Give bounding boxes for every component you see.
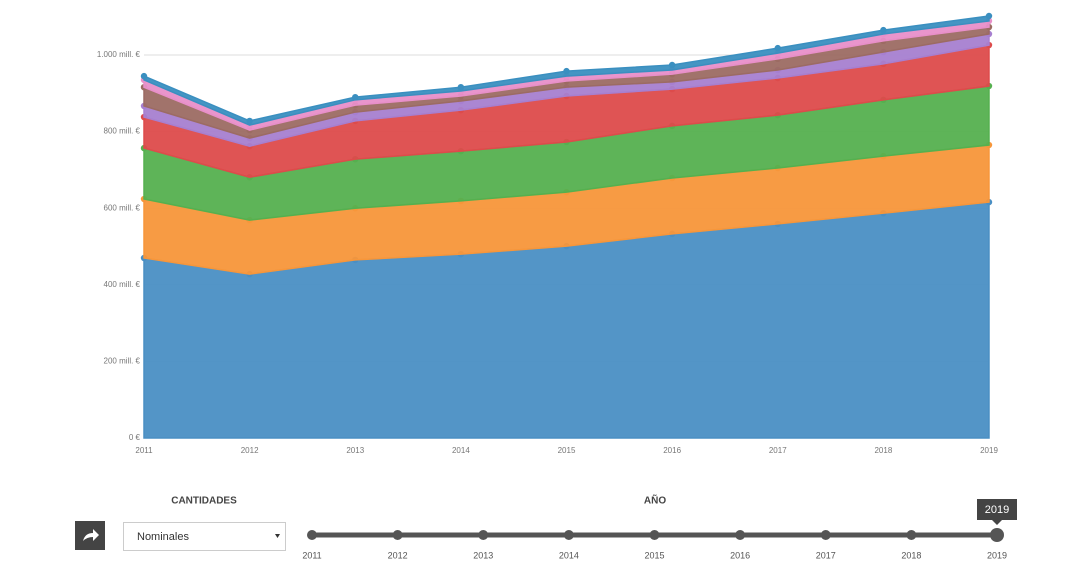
point: [880, 26, 887, 34]
point: [563, 67, 570, 75]
slider-year: 2013: [473, 550, 493, 560]
x-tick-label: 2015: [558, 446, 576, 455]
slider-year: 2011: [302, 550, 321, 560]
select-value: Nominales: [137, 531, 189, 543]
tooltip: [977, 499, 1017, 520]
x-tick-label: 2016: [663, 446, 681, 455]
point: [668, 61, 676, 69]
x-tick-label: 2019: [980, 446, 998, 455]
select-arrow: [275, 534, 280, 538]
y-tick-label: 0 €: [129, 433, 141, 442]
point: [457, 83, 465, 91]
slider-year: 2019: [987, 550, 1007, 560]
slider-year: 2015: [644, 550, 664, 560]
year-label: AÑO: [644, 494, 666, 507]
slider-year: 2018: [901, 550, 921, 560]
slider-year: 2014: [559, 550, 579, 560]
slider-stop[interactable]: [563, 530, 574, 540]
tooltip-arrow: [992, 520, 1002, 525]
quantities-select[interactable]: [123, 522, 286, 551]
point: [774, 44, 781, 52]
slider-stop[interactable]: [307, 530, 317, 540]
slider-year: 2012: [388, 550, 408, 560]
x-tick-label: 2012: [241, 446, 259, 455]
slider-year: 2016: [730, 550, 750, 560]
slider-stop[interactable]: [392, 530, 403, 540]
slider[interactable]: 2011 2012 2013 2014 2015 2016 2017 2018 2019: [302, 528, 1007, 560]
point: [985, 12, 993, 20]
point: [246, 117, 253, 125]
tooltip-text: 2019: [985, 504, 1009, 516]
x-tick-label: 2018: [874, 446, 892, 455]
y-tick-label: 600 mill. €: [104, 203, 141, 212]
x-tick-label: 2013: [346, 446, 364, 455]
x-tick-label: 2017: [769, 446, 787, 455]
plot: 0 € 200 mill. € 400 mill. € 600 mill. € 800 …: [97, 12, 998, 455]
share-icon: [83, 529, 99, 541]
y-tick-label: 1.000 mill. €: [97, 50, 141, 59]
y-tick-label: 800 mill. €: [104, 127, 141, 136]
y-tick-label: 400 mill. €: [104, 280, 141, 289]
x-tick-label: 2011: [135, 446, 153, 455]
point: [140, 72, 148, 80]
slider-year: 2017: [816, 550, 836, 560]
slider-stop[interactable]: [820, 530, 831, 540]
slider-stop[interactable]: [990, 528, 1004, 542]
quantities-label: CANTIDADES: [171, 496, 237, 507]
slider-stop[interactable]: [649, 530, 660, 540]
point: [352, 93, 359, 101]
slider-stop[interactable]: [735, 530, 746, 540]
slider-stop[interactable]: [478, 530, 489, 540]
y-tick-label: 200 mill. €: [104, 357, 141, 366]
x-tick-label: 2014: [452, 446, 470, 455]
slider-stop[interactable]: [906, 530, 917, 540]
